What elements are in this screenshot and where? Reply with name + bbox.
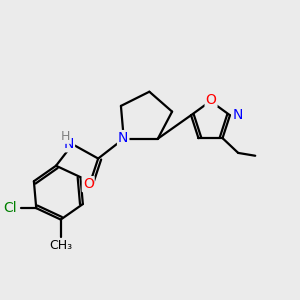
Text: N: N [118,131,128,145]
Text: H: H [61,130,70,143]
Text: N: N [232,108,243,122]
Text: O: O [83,177,94,191]
Text: O: O [206,93,217,107]
Text: Cl: Cl [4,201,17,215]
Text: CH₃: CH₃ [49,239,72,252]
Text: N: N [64,137,74,151]
